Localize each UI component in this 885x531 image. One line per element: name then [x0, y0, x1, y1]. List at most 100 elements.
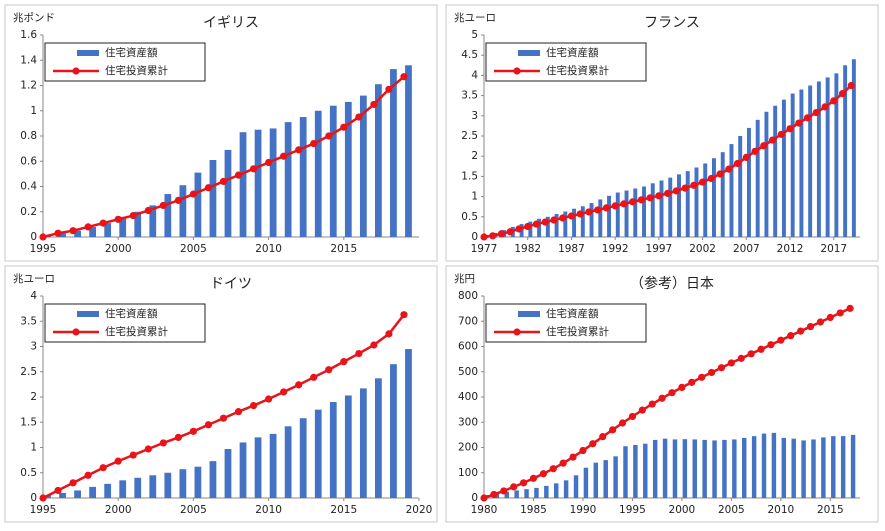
bar	[194, 466, 202, 498]
bar	[840, 436, 846, 498]
line-point	[249, 401, 258, 410]
bar	[179, 469, 187, 498]
line-point	[747, 350, 755, 358]
line-point	[806, 322, 815, 331]
line-point	[787, 332, 795, 340]
chart-title: ドイツ	[210, 276, 252, 292]
x-tick-label: 1995	[30, 243, 57, 255]
line-point	[550, 216, 558, 224]
bar	[119, 216, 127, 237]
line-point	[637, 196, 645, 204]
line-point	[576, 210, 584, 218]
line-point	[786, 125, 794, 133]
bar	[580, 206, 585, 237]
line-point	[174, 196, 182, 204]
line-point	[707, 368, 716, 377]
line-point	[599, 433, 607, 441]
y-tick-label: 1.5	[20, 416, 37, 428]
bar	[554, 483, 559, 498]
x-tick-label: 2002	[689, 243, 716, 255]
bar	[104, 483, 112, 498]
y-tick-label: 0	[30, 492, 37, 504]
x-tick-label: 2005	[180, 243, 207, 255]
bar	[722, 439, 727, 498]
bar	[755, 119, 760, 237]
bar	[771, 432, 777, 498]
line-point	[717, 364, 726, 372]
x-tick-label: 2020	[406, 504, 433, 516]
line-point	[99, 219, 107, 227]
bar	[702, 439, 707, 498]
legend-swatch	[518, 50, 540, 56]
line-point	[716, 170, 724, 178]
bar	[799, 89, 804, 237]
y-tick-label: 300	[458, 416, 478, 428]
line-point	[385, 85, 393, 93]
line-point	[579, 446, 587, 455]
line-point	[672, 187, 680, 195]
bar	[801, 440, 806, 498]
line-point	[249, 165, 258, 173]
bar	[607, 195, 612, 237]
line-point	[821, 103, 829, 111]
line-point	[490, 490, 498, 499]
line-point	[310, 139, 318, 148]
bar	[545, 216, 550, 237]
bar	[524, 489, 529, 498]
y-tick-label: 0	[471, 231, 478, 243]
line-point	[797, 327, 805, 335]
line-point	[39, 233, 47, 241]
bar	[816, 81, 821, 238]
bar	[729, 144, 734, 237]
bar	[209, 159, 217, 237]
line-point	[816, 318, 825, 326]
legend-label: 住宅資産額	[546, 307, 599, 320]
line-point	[174, 433, 182, 441]
y-tick-label: 3.5	[20, 315, 37, 327]
bar	[764, 111, 769, 237]
bar	[703, 163, 708, 237]
legend-label: 住宅投資累計	[105, 325, 168, 338]
bar	[751, 436, 757, 498]
y-tick-label: 1	[30, 442, 37, 454]
y-tick-label: 4	[471, 69, 478, 81]
line-point	[370, 100, 378, 109]
line-point	[189, 427, 197, 435]
bar	[633, 444, 638, 498]
bar	[534, 487, 539, 498]
bar	[682, 439, 688, 498]
bar	[573, 475, 579, 498]
legend-swatch	[77, 311, 99, 317]
bar	[589, 203, 594, 237]
bar	[104, 223, 112, 237]
line-point	[506, 228, 514, 236]
line-point	[370, 341, 378, 349]
line-point	[84, 471, 92, 479]
bar	[746, 127, 751, 237]
line-point	[204, 184, 213, 192]
y-tick-label: 1	[471, 191, 478, 203]
bar	[269, 433, 277, 498]
bar	[179, 185, 187, 237]
x-tick-label: 2015	[330, 504, 357, 516]
bar	[239, 442, 247, 498]
bar	[254, 129, 262, 237]
legend-box	[485, 303, 647, 343]
line-point	[569, 453, 577, 461]
bar	[344, 395, 352, 498]
line-point	[280, 388, 288, 396]
y-tick-label: 1	[30, 105, 37, 117]
y-tick-label: 0.8	[20, 130, 37, 142]
bar	[528, 221, 533, 237]
y-tick-label: 4	[30, 290, 37, 302]
bar	[593, 462, 599, 498]
line-point	[646, 194, 654, 202]
line-point	[159, 201, 167, 210]
x-tick-label: 1995	[30, 504, 57, 516]
line-point	[585, 208, 593, 216]
bar	[375, 84, 382, 237]
bar	[598, 199, 603, 237]
y-tick-label: 800	[458, 290, 478, 302]
line-point	[541, 218, 549, 226]
bar	[89, 226, 97, 237]
